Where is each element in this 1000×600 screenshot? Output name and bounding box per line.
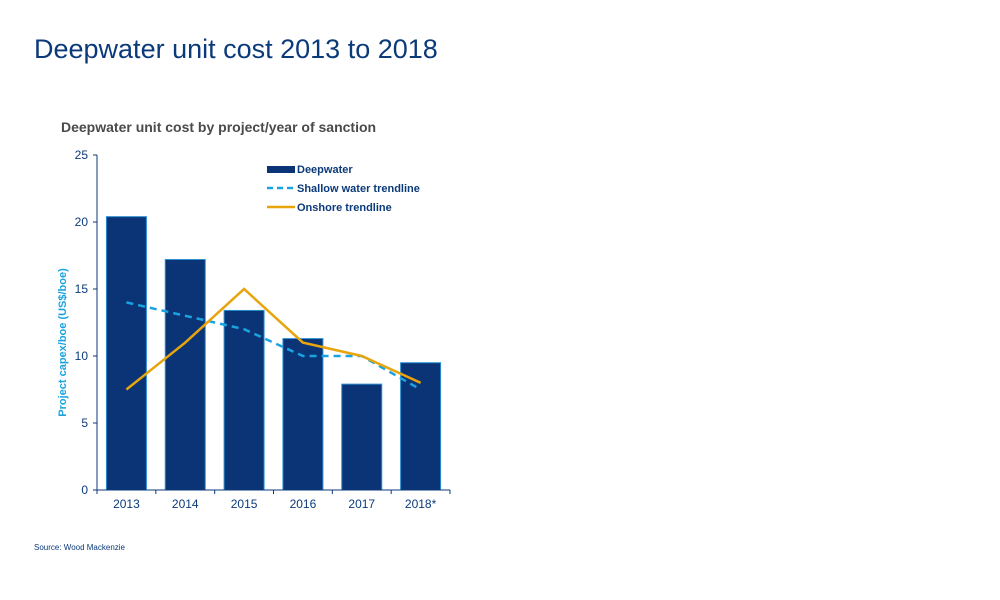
y-tick-label: 20: [75, 215, 89, 229]
y-tick-label: 5: [81, 416, 88, 430]
bar-2016: [282, 338, 324, 491]
legend-label: Shallow water trendline: [297, 183, 420, 195]
y-tick-label: 15: [75, 282, 89, 296]
legend-label: Onshore trendline: [297, 202, 392, 214]
x-tick-label: 2013: [113, 497, 140, 511]
x-tick-label: 2014: [172, 497, 199, 511]
y-tick-label: 25: [75, 148, 89, 162]
bar-2018*: [400, 362, 442, 491]
x-tick-label: 2018*: [405, 497, 437, 511]
page-title: Deepwater unit cost 2013 to 2018: [34, 34, 438, 64]
y-tick-label: 10: [75, 349, 89, 363]
line-onshore-trendline: [125, 287, 422, 391]
legend-label: Deepwater: [297, 164, 353, 176]
y-tick-label: 0: [81, 483, 88, 497]
bar-2017: [341, 383, 383, 491]
legend-swatch: [267, 166, 295, 173]
bar-2013: [105, 216, 147, 491]
x-tick-label: 2016: [290, 497, 317, 511]
source-note: Source: Wood Mackenzie: [34, 543, 126, 552]
bar-2014: [164, 259, 206, 491]
y-axis-label: Project capex/boe (US$/boe): [57, 268, 69, 417]
bar-2015: [223, 309, 265, 491]
x-tick-label: 2017: [348, 497, 375, 511]
chart-title: Deepwater unit cost by project/year of s…: [61, 119, 377, 135]
x-tick-label: 2015: [231, 497, 258, 511]
